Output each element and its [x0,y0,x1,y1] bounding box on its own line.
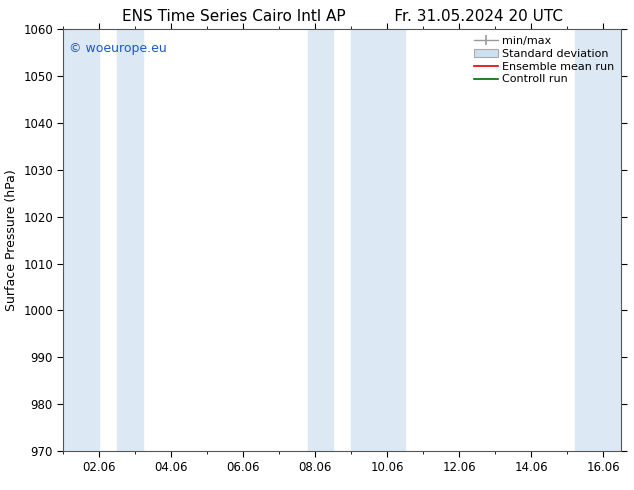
Bar [63,29,100,451]
Bar [308,29,333,451]
Title: ENS Time Series Cairo Intl AP          Fr. 31.05.2024 20 UTC: ENS Time Series Cairo Intl AP Fr. 31.05.… [122,9,563,24]
Bar [351,29,405,451]
Y-axis label: Surface Pressure (hPa): Surface Pressure (hPa) [4,169,18,311]
Bar [117,29,143,451]
Bar [574,29,621,451]
Legend: min/max, Standard deviation, Ensemble mean run, Controll run: min/max, Standard deviation, Ensemble me… [470,33,618,88]
Text: © woeurope.eu: © woeurope.eu [69,42,167,55]
